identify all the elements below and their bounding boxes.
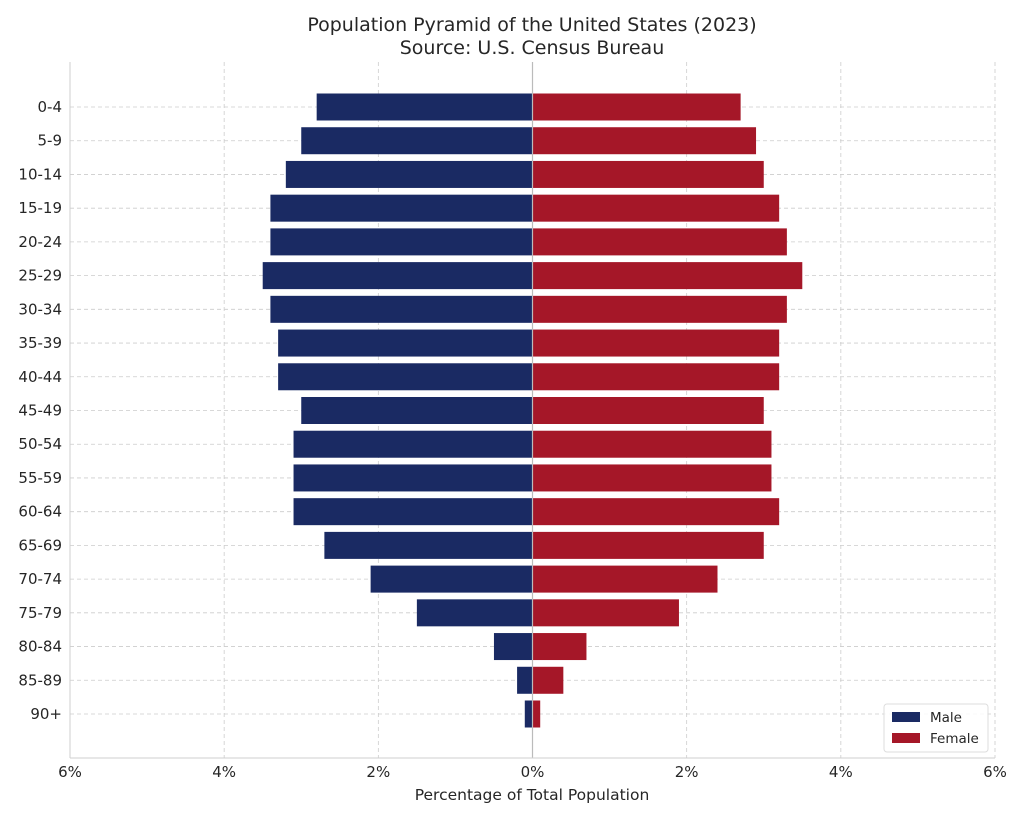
bar-female-55-59 <box>532 464 772 492</box>
legend: Male Female <box>883 703 989 753</box>
x-tick-label: 4% <box>829 763 853 781</box>
bar-female-75-79 <box>532 599 679 627</box>
bar-male-65-69 <box>324 531 533 559</box>
y-tick-label: 30-34 <box>18 300 62 318</box>
chart-title: Population Pyramid of the United States … <box>307 14 756 36</box>
bar-male-10-14 <box>285 160 533 188</box>
bar-male-55-59 <box>293 464 533 492</box>
bar-female-40-44 <box>532 363 780 391</box>
bar-male-35-39 <box>278 329 533 357</box>
bar-male-15-19 <box>270 194 533 222</box>
bar-male-25-29 <box>262 262 533 290</box>
bar-female-20-24 <box>532 228 787 256</box>
y-tick-label: 75-79 <box>18 604 62 622</box>
bar-female-90+ <box>532 700 541 728</box>
y-tick-label: 25-29 <box>18 267 62 285</box>
bar-male-20-24 <box>270 228 533 256</box>
x-tick-label: 6% <box>58 763 82 781</box>
chart-subtitle: Source: U.S. Census Bureau <box>400 37 665 59</box>
y-tick-label: 80-84 <box>18 638 62 656</box>
y-tick-label: 5-9 <box>38 132 63 150</box>
y-tick-label: 65-69 <box>18 536 62 554</box>
y-tick-label: 35-39 <box>18 334 62 352</box>
y-tick-label: 55-59 <box>18 469 62 487</box>
bar-female-65-69 <box>532 531 764 559</box>
bar-male-60-64 <box>293 498 533 526</box>
bar-male-75-79 <box>416 599 533 627</box>
legend-label-female: Female <box>930 731 979 747</box>
y-tick-label: 45-49 <box>18 402 62 420</box>
bar-female-5-9 <box>532 127 757 155</box>
y-tick-label: 40-44 <box>18 368 62 386</box>
bar-male-85-89 <box>517 666 533 694</box>
bar-female-70-74 <box>532 565 718 593</box>
y-tick-label: 85-89 <box>18 671 62 689</box>
y-tick-label: 20-24 <box>18 233 62 251</box>
bar-female-60-64 <box>532 498 780 526</box>
bar-female-30-34 <box>532 295 787 323</box>
x-tick-label: 0% <box>521 763 545 781</box>
bar-male-50-54 <box>293 430 533 458</box>
bar-male-5-9 <box>301 127 533 155</box>
bar-male-30-34 <box>270 295 533 323</box>
y-tick-label: 70-74 <box>18 570 62 588</box>
y-tick-label: 90+ <box>30 705 62 723</box>
axes-layer: 0-4 5-9 10-14 15-19 20-24 25-29 30-34 35-39 40-4… <box>18 62 1007 781</box>
legend-label-male: Male <box>930 710 962 726</box>
y-tick-label: 10-14 <box>18 165 62 183</box>
bar-male-90+ <box>524 700 533 728</box>
y-tick-label: 50-54 <box>18 435 62 453</box>
legend-swatch-male <box>892 712 920 722</box>
bar-female-15-19 <box>532 194 780 222</box>
y-tick-label: 0-4 <box>38 98 63 116</box>
bar-female-25-29 <box>532 262 803 290</box>
y-tick-label: 15-19 <box>18 199 62 217</box>
bars-layer <box>262 93 803 728</box>
bar-female-85-89 <box>532 666 564 694</box>
bar-male-40-44 <box>278 363 533 391</box>
bar-female-80-84 <box>532 633 587 661</box>
bar-female-0-4 <box>532 93 741 121</box>
y-tick-label: 60-64 <box>18 503 62 521</box>
bar-male-0-4 <box>316 93 533 121</box>
bar-male-80-84 <box>493 633 533 661</box>
x-tick-label: 2% <box>675 763 699 781</box>
bar-male-45-49 <box>301 397 533 424</box>
bar-female-10-14 <box>532 160 764 188</box>
bar-male-70-74 <box>370 565 533 593</box>
x-tick-label: 6% <box>983 763 1007 781</box>
x-tick-label: 4% <box>212 763 236 781</box>
legend-swatch-female <box>892 733 920 743</box>
bar-female-45-49 <box>532 397 764 424</box>
bar-female-35-39 <box>532 329 780 357</box>
bar-female-50-54 <box>532 430 772 458</box>
x-tick-label: 2% <box>366 763 390 781</box>
x-axis-label: Percentage of Total Population <box>415 786 650 804</box>
